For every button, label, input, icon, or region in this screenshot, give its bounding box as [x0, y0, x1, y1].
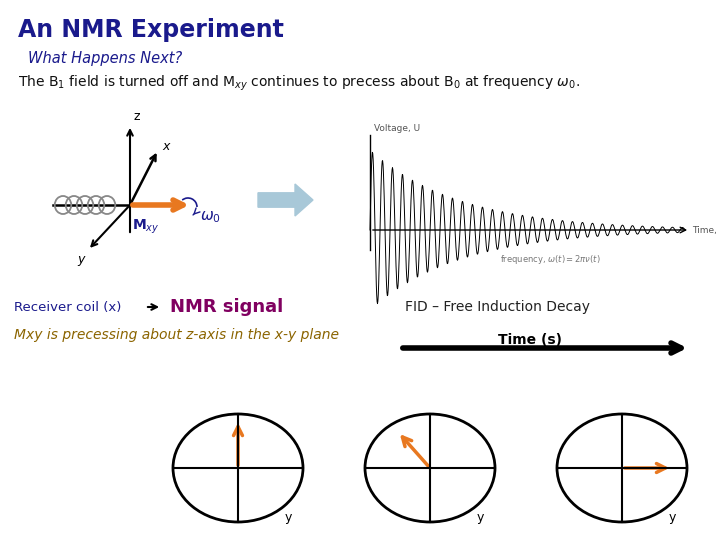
Text: z: z: [133, 111, 140, 124]
Text: y: y: [285, 511, 292, 524]
Text: Mxy is precessing about z-axis in the x-y plane: Mxy is precessing about z-axis in the x-…: [14, 328, 339, 342]
Text: frequency, $\omega(t) = 2\pi\nu(t)$: frequency, $\omega(t) = 2\pi\nu(t)$: [500, 253, 600, 266]
Text: The B$_1$ field is turned off and M$_{xy}$ continues to precess about B$_0$ at f: The B$_1$ field is turned off and M$_{xy…: [18, 73, 580, 93]
Text: y: y: [77, 253, 84, 267]
Text: Voltage, U: Voltage, U: [374, 124, 420, 133]
Text: y: y: [669, 511, 676, 524]
Text: An NMR Experiment: An NMR Experiment: [18, 18, 284, 42]
Text: $\omega_0$: $\omega_0$: [200, 209, 221, 225]
Text: Receiver coil (x): Receiver coil (x): [14, 300, 122, 314]
Text: Time (s): Time (s): [498, 333, 562, 347]
FancyArrow shape: [258, 184, 313, 216]
Text: FID – Free Induction Decay: FID – Free Induction Decay: [405, 300, 590, 314]
Text: x: x: [162, 140, 169, 153]
Text: NMR signal: NMR signal: [170, 298, 283, 316]
Text: Time, s: Time, s: [692, 226, 720, 235]
Text: M$_{xy}$: M$_{xy}$: [132, 218, 160, 236]
Text: y: y: [477, 511, 485, 524]
Text: What Happens Next?: What Happens Next?: [28, 51, 182, 65]
